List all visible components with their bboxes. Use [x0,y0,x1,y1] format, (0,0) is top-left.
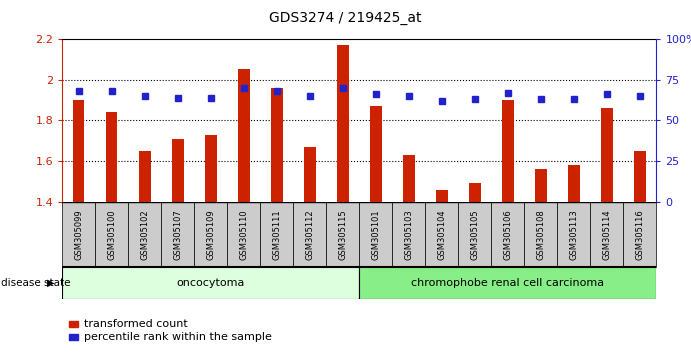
FancyBboxPatch shape [62,202,95,267]
FancyBboxPatch shape [426,202,458,267]
FancyBboxPatch shape [558,202,590,267]
Bar [469,183,481,202]
Text: GSM305111: GSM305111 [272,209,281,260]
FancyBboxPatch shape [62,267,359,299]
Bar [172,139,184,202]
Text: chromophobe renal cell carcinoma: chromophobe renal cell carcinoma [411,278,605,288]
FancyBboxPatch shape [161,202,194,267]
Text: GSM305115: GSM305115 [339,209,348,260]
Text: GSM305105: GSM305105 [471,209,480,260]
Text: GSM305102: GSM305102 [140,209,149,260]
Text: GSM305112: GSM305112 [305,209,314,260]
Text: oncocytoma: oncocytoma [177,278,245,288]
Text: GSM305116: GSM305116 [636,209,645,260]
FancyBboxPatch shape [359,267,656,299]
Bar [568,165,580,202]
Bar [69,321,78,327]
Bar [337,45,348,202]
Text: GDS3274 / 219425_at: GDS3274 / 219425_at [269,11,422,25]
Text: transformed count: transformed count [84,319,187,329]
Text: GSM305103: GSM305103 [404,209,413,260]
Text: GSM305114: GSM305114 [603,209,612,260]
Text: GSM305108: GSM305108 [536,209,545,260]
Text: GSM305106: GSM305106 [503,209,513,260]
FancyBboxPatch shape [194,202,227,267]
Bar [205,135,216,202]
Bar [271,88,283,202]
FancyBboxPatch shape [359,202,392,267]
Text: percentile rank within the sample: percentile rank within the sample [84,332,272,342]
FancyBboxPatch shape [261,202,293,267]
Bar [436,190,448,202]
Text: GSM305101: GSM305101 [371,209,380,260]
FancyBboxPatch shape [293,202,326,267]
Bar [403,155,415,202]
Bar [106,112,117,202]
FancyBboxPatch shape [623,202,656,267]
Bar [304,147,316,202]
FancyBboxPatch shape [491,202,524,267]
FancyBboxPatch shape [227,202,261,267]
FancyBboxPatch shape [524,202,558,267]
FancyBboxPatch shape [458,202,491,267]
Text: GSM305100: GSM305100 [107,209,116,260]
Bar [69,334,78,340]
Bar [502,100,513,202]
Bar [634,151,645,202]
Bar [73,100,84,202]
FancyBboxPatch shape [95,202,129,267]
Bar [238,69,249,202]
Text: GSM305107: GSM305107 [173,209,182,260]
FancyBboxPatch shape [326,202,359,267]
Text: GSM305113: GSM305113 [569,209,578,260]
Text: GSM305109: GSM305109 [206,209,216,260]
Text: ▶: ▶ [47,278,55,288]
Text: GSM305104: GSM305104 [437,209,446,260]
FancyBboxPatch shape [590,202,623,267]
FancyBboxPatch shape [392,202,426,267]
Bar [535,169,547,202]
Text: GSM305110: GSM305110 [239,209,248,260]
Text: disease state: disease state [1,278,71,288]
Text: GSM305099: GSM305099 [74,209,83,260]
Bar [370,106,381,202]
Bar [139,151,151,202]
FancyBboxPatch shape [129,202,161,267]
Bar [601,108,613,202]
